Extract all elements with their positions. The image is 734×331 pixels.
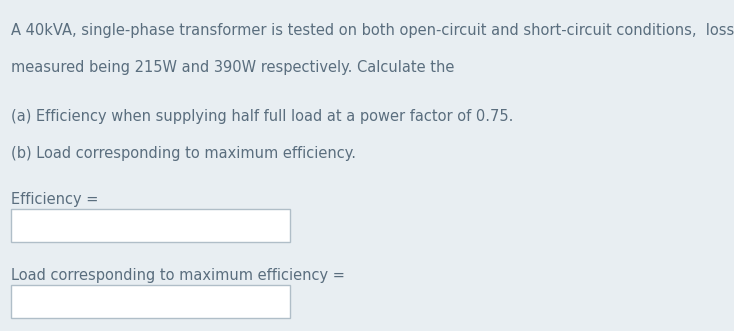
Text: Efficiency =: Efficiency = [11,192,98,207]
Text: A 40kVA, single-phase transformer is tested on both open-circuit and short-circu: A 40kVA, single-phase transformer is tes… [11,23,734,38]
Text: (b) Load corresponding to maximum efficiency.: (b) Load corresponding to maximum effici… [11,146,356,161]
FancyBboxPatch shape [11,285,290,318]
Text: (a) Efficiency when supplying half full load at a power factor of 0.75.: (a) Efficiency when supplying half full … [11,109,513,124]
Text: Load corresponding to maximum efficiency =: Load corresponding to maximum efficiency… [11,268,345,283]
Text: measured being 215W and 390W respectively. Calculate the: measured being 215W and 390W respectivel… [11,60,454,74]
FancyBboxPatch shape [11,209,290,242]
